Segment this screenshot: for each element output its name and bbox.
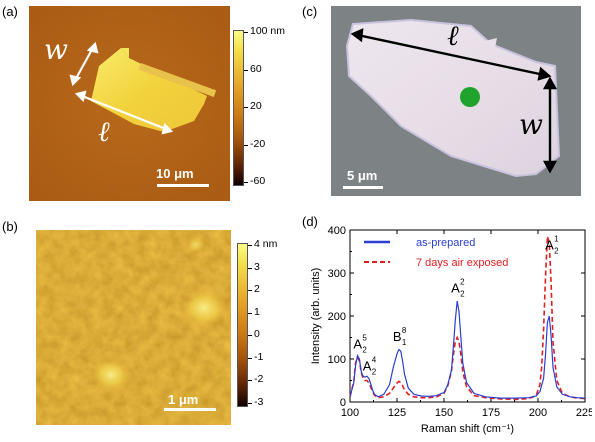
colorbar-tick-label: 3 [254,261,260,273]
colorbar-tick-label: 60 [250,63,262,75]
y-tick-label: 0 [340,397,346,409]
peak-label: B [393,329,402,344]
peak-label-sub: 1 [402,338,407,347]
w-label: w [44,33,68,66]
bright-domain [91,358,131,392]
colorbar-b [237,243,248,407]
w-arrow [69,41,99,87]
colorbar-tick-label: 100 nm [250,25,286,37]
l-label: ℓ [447,19,459,52]
colorbar-tick [248,380,252,381]
optical-image-c [331,6,581,196]
colorbar-tick [248,290,252,291]
peak-label-sup: 1 [554,234,559,243]
colorbar-tick [248,313,252,314]
peak-label-sup: 5 [362,333,367,342]
w-arrow [542,76,558,174]
peak-label-sub: 2 [554,246,559,255]
peak-label-sup: 4 [372,356,377,365]
x-tick-label: 100 [341,407,359,419]
colorbar-tick-label: 1 [254,306,260,318]
scale-bar [164,408,216,411]
colorbar-tick [248,335,252,336]
scale-bar-label: 1 μm [168,392,199,407]
colorbar-tick-label: -1 [254,351,264,363]
colorbar-tick [248,245,252,246]
colorbar-tick-label: 2 [254,283,260,295]
afm-image-b [36,230,231,425]
panel-d-label: (d) [302,214,318,229]
peak-label-sup: 2 [460,277,465,286]
w-label: w [519,108,543,141]
scale-bar-label: 5 μm [347,168,378,183]
peak-label-sup: 8 [402,326,407,335]
y-tick-label: 100 [328,354,346,366]
colorbar-tick-label: 20 [250,100,262,112]
x-tick-label: 200 [529,407,547,419]
colorbar-tick-label: -20 [250,138,266,150]
colorbar-tick [248,403,252,404]
peak-label-sub: 2 [362,345,367,354]
colorbar-a [233,30,244,186]
l-arrow [350,28,552,81]
scale-bar-label: 10 μm [156,166,194,181]
y-axis-label: Intensity (arb. units) [310,268,322,365]
colorbar-tick [248,268,252,269]
x-tick-label: 225 [576,407,592,419]
panel-c-label: (c) [302,4,318,19]
colorbar-tick [244,145,248,146]
ribbon-flake [138,63,217,97]
bright-domain [180,288,228,328]
colorbar-tick-label: -60 [250,175,266,187]
peak-label: A [363,359,372,374]
colorbar-tick-label: -3 [254,396,264,408]
colorbar-tick-label: 0 [254,328,260,340]
panel-b-label: (b) [2,219,18,234]
y-tick-label: 200 [328,311,346,323]
scale-bar [343,186,383,189]
l-arrow [74,90,174,135]
x-tick-label: 150 [435,407,453,419]
panel-a-label: (a) [2,4,18,19]
legend-label: 7 days air exposed [416,257,508,269]
colorbar-tick [244,107,248,108]
peak-label: A [451,280,460,295]
colorbar-tick [244,182,248,183]
x-axis-label: Raman shift (cm⁻¹) [421,423,514,435]
peak-label: A [353,336,362,351]
l-label: ℓ [98,115,110,148]
colorbar-tick [248,358,252,359]
y-tick-label: 400 [328,225,346,237]
afm-texture [36,230,231,425]
colorbar-tick-label: -2 [254,373,264,385]
colorbar-tick-label: 4 nm [254,238,278,250]
afm-image-a [29,6,230,201]
x-tick-label: 175 [482,407,500,419]
y-tick-label: 300 [328,268,346,280]
x-tick-label: 125 [388,407,406,419]
scale-bar [157,184,209,187]
flake [345,18,561,178]
peak-label: A [545,237,554,252]
laser-spot [460,87,480,107]
colorbar-tick [244,70,248,71]
series-line-as-prepared [349,300,586,399]
colorbar-tick [244,32,248,33]
peak-label-sub: 2 [372,368,377,377]
legend-label: as-prepared [416,237,475,249]
peak-label-sub: 2 [460,289,465,298]
